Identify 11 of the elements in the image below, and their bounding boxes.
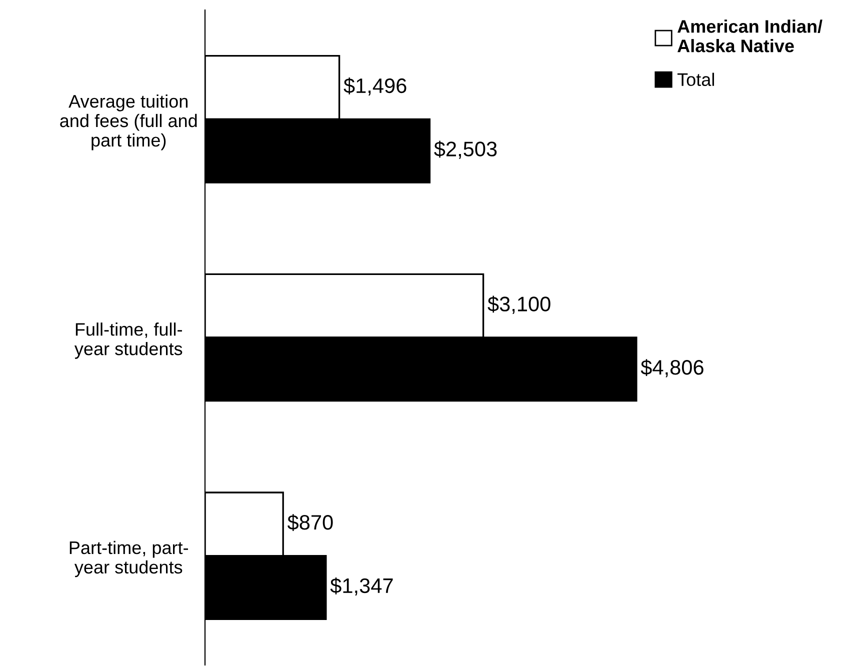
data-label: $3,100: [488, 296, 550, 314]
legend-label: Total: [677, 72, 714, 86]
data-label: $4,806: [640, 359, 704, 378]
y-tick-label: Full-time, full- year students: [74, 322, 182, 359]
data-label: $1,347: [330, 577, 393, 596]
y-tick-label: Part-time, part- year students: [70, 540, 188, 578]
data-label: $870: [287, 514, 333, 532]
data-label: $1,496: [344, 77, 406, 96]
y-tick-label: Average tuition and fees (full and part time): [60, 94, 197, 150]
data-label: $2,503: [434, 140, 497, 159]
legend-label: American Indian/ Alaska Native: [678, 20, 822, 52]
